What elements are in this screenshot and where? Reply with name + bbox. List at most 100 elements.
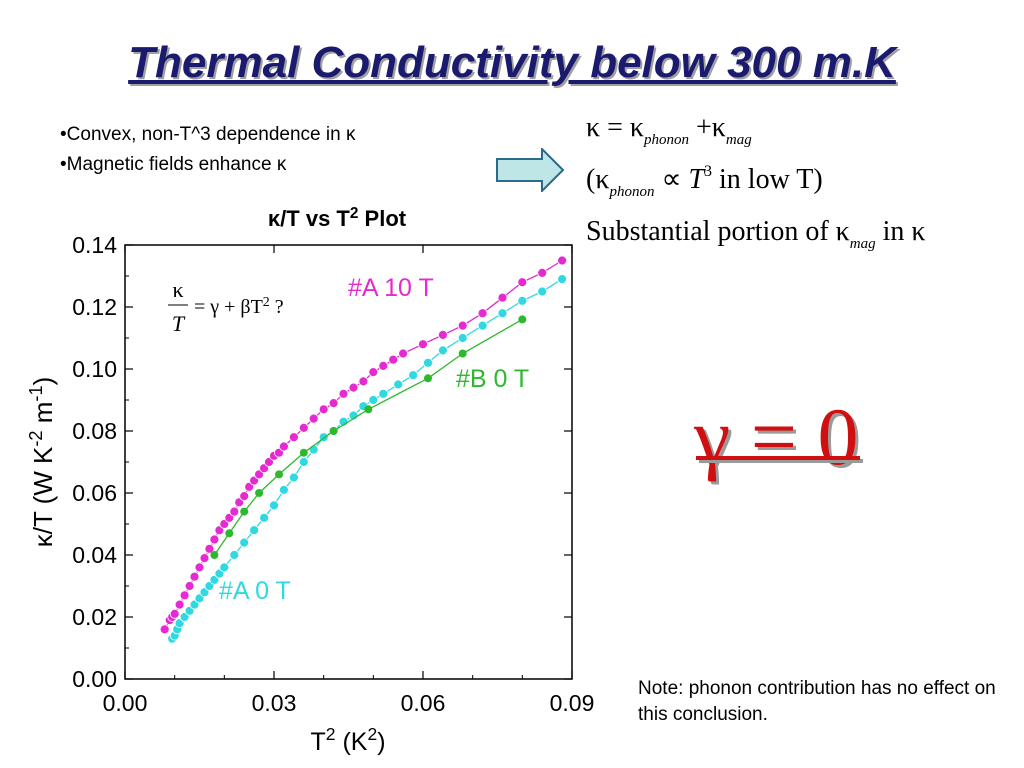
- eq2-sup: 3: [704, 163, 713, 180]
- data-point: [194, 593, 205, 604]
- data-point: [204, 581, 215, 591]
- data-point: [358, 376, 369, 387]
- data-point: [199, 587, 210, 598]
- bullet-item-magnetic: •Magnetic fields enhance κ: [60, 154, 287, 175]
- data-point: [164, 615, 175, 625]
- data-point: [219, 562, 230, 573]
- data-point: [537, 286, 548, 297]
- series-line: [213, 318, 523, 556]
- x-tick-label: 0.03: [252, 690, 297, 716]
- data-point: [318, 404, 329, 415]
- data-point: [388, 354, 399, 365]
- data-point: [209, 534, 220, 545]
- data-point: [167, 612, 178, 622]
- data-point: [204, 543, 215, 554]
- y-tick-label: 0.14: [72, 232, 117, 258]
- data-point: [269, 450, 279, 461]
- eq-sub-mag: mag: [725, 132, 752, 148]
- data-point: [517, 295, 528, 306]
- data-point: [254, 469, 265, 480]
- data-point: [209, 574, 220, 585]
- data-point: [338, 388, 349, 399]
- series-label: #A 10 T: [348, 274, 434, 302]
- eq3-text: Substantial portion of κ: [586, 216, 850, 247]
- data-point: [308, 413, 319, 424]
- y-axis-label: κ/T (W K-2 m-1): [26, 377, 58, 548]
- data-point: [537, 267, 548, 278]
- right-arrow-icon: [496, 148, 565, 192]
- data-point: [348, 382, 359, 393]
- note-text: Note: phonon contribution has no effect …: [638, 678, 996, 725]
- data-point: [229, 506, 240, 517]
- data-point: [210, 551, 219, 559]
- equation-substantial-portion: Substantial portion of κmag in κ: [586, 216, 926, 253]
- data-point: [278, 441, 289, 452]
- eq2-prop: ∝: [654, 164, 689, 195]
- data-point: [229, 550, 240, 560]
- plot-frame: [124, 244, 573, 680]
- data-point: [189, 599, 200, 610]
- data-point: [269, 500, 279, 511]
- data-point: [224, 512, 235, 523]
- y-tick-label: 0.02: [72, 604, 117, 630]
- data-point: [424, 374, 432, 383]
- formula-rhs: = γ + βT2 ?: [194, 295, 284, 319]
- series-line: [171, 278, 563, 640]
- eq2-sub-phonon: phonon: [609, 184, 655, 200]
- gamma-underline: [696, 456, 860, 460]
- equation-phonon-t3: (κphonon ∝ T3 in low T): [586, 162, 823, 201]
- data-point: [184, 581, 195, 591]
- data-point: [174, 599, 185, 610]
- eq2-rest: in low T): [712, 164, 823, 195]
- data-point: [358, 401, 369, 412]
- y-tick-label: 0.12: [72, 294, 117, 320]
- data-point: [167, 633, 178, 644]
- y-tick-label: 0.08: [72, 418, 117, 444]
- data-point: [308, 444, 319, 455]
- data-point: [244, 481, 255, 492]
- data-point: [457, 333, 468, 343]
- data-point: [239, 537, 250, 548]
- data-point: [225, 529, 234, 538]
- data-point: [457, 320, 468, 331]
- x-axis-label: T2 (K2): [310, 724, 385, 756]
- bullet-list: •Convex, non-T^3 dependence in κ •Magnet…: [60, 120, 355, 180]
- y-tick-label: 0.06: [72, 480, 117, 506]
- data-point: [169, 630, 180, 641]
- series--a-10-t: [159, 255, 567, 635]
- data-point: [264, 457, 274, 467]
- series-line: [164, 259, 563, 630]
- eq2-t: T: [688, 164, 705, 195]
- data-point: [274, 447, 284, 458]
- gamma-text: γ = 0: [694, 391, 859, 482]
- eq-sub-phonon: phonon: [644, 132, 690, 148]
- data-point: [318, 432, 329, 443]
- data-point: [299, 448, 308, 457]
- data-point: [418, 339, 428, 350]
- data-point: [249, 475, 260, 486]
- data-point: [240, 507, 249, 516]
- data-point: [259, 512, 270, 523]
- data-point: [557, 274, 567, 285]
- bullet-item-convex: •Convex, non-T^3 dependence in κ: [60, 124, 356, 145]
- data-point: [517, 277, 528, 288]
- chart-title: κ/T vs T2 Plot: [268, 205, 407, 232]
- data-point: [159, 624, 170, 635]
- data-point: [255, 489, 264, 497]
- data-point: [172, 624, 183, 635]
- slide-title: Thermal Conductivity below 300 m.K: [128, 38, 896, 87]
- data-point: [408, 370, 419, 381]
- data-point: [278, 484, 289, 495]
- data-point: [298, 457, 309, 467]
- data-point: [458, 349, 467, 358]
- series-label: #A 0 T: [219, 577, 291, 605]
- data-point: [239, 491, 250, 502]
- series-label: #B 0 T: [456, 365, 529, 393]
- data-point: [329, 427, 338, 435]
- data-point: [259, 463, 270, 474]
- data-point: [497, 308, 508, 319]
- data-point: [288, 472, 299, 483]
- data-point: [518, 315, 527, 324]
- formula-numerator: κ: [172, 277, 183, 302]
